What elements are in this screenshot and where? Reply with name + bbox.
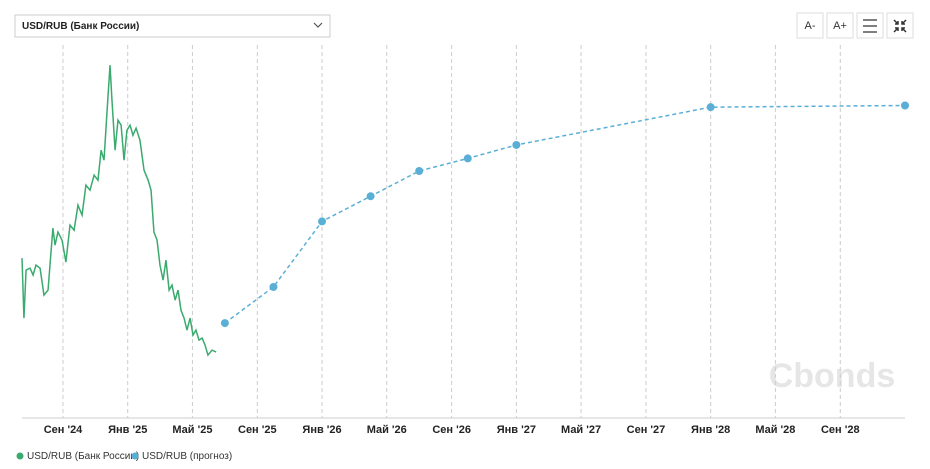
legend-label: USD/RUB (Банк России) [27, 451, 139, 462]
series-line [224, 104, 906, 324]
legend-label: USD/RUB (прогноз) [142, 451, 232, 462]
x-tick-label: Янв '28 [691, 424, 730, 436]
x-tick-label: Май '25 [172, 424, 212, 436]
x-tick-label: Янв '25 [108, 424, 147, 436]
point [415, 167, 424, 176]
fullscreen-button[interactable] [886, 12, 914, 39]
x-tick-label: Янв '26 [302, 424, 341, 436]
series-line [21, 65, 217, 357]
legend-marker [131, 452, 139, 460]
x-tick-label: Сен '27 [627, 424, 666, 436]
x-tick-label: Сен '28 [821, 424, 860, 436]
x-tick-label: Май '28 [755, 424, 795, 436]
menu-button[interactable] [856, 12, 884, 39]
watermark: Cbonds [769, 357, 896, 395]
point [269, 282, 278, 291]
point [366, 192, 375, 201]
point [901, 101, 909, 110]
point [463, 154, 472, 163]
selector-label: USD/RUB (Банк России) [22, 21, 139, 32]
font-larger-button[interactable] [826, 12, 854, 39]
compress-icon [893, 19, 907, 33]
selector[interactable] [14, 14, 331, 38]
point [706, 103, 715, 112]
x-tick-label: Сен '26 [432, 424, 471, 436]
point [220, 319, 229, 328]
chevron [313, 22, 323, 28]
x-tick-label: Сен '24 [44, 424, 83, 436]
point [318, 217, 327, 226]
x-tick-label: Сен '25 [238, 424, 277, 436]
x-tick-label: Май '26 [367, 424, 407, 436]
legend-marker [16, 452, 24, 460]
x-tick-label: Май '27 [561, 424, 601, 436]
font-smaller-button[interactable] [796, 12, 824, 39]
button-label: A- [805, 20, 816, 32]
x-tick-label: Янв '27 [497, 424, 536, 436]
button-label: A+ [833, 20, 847, 32]
menu-icon [863, 19, 877, 33]
point [512, 140, 521, 149]
